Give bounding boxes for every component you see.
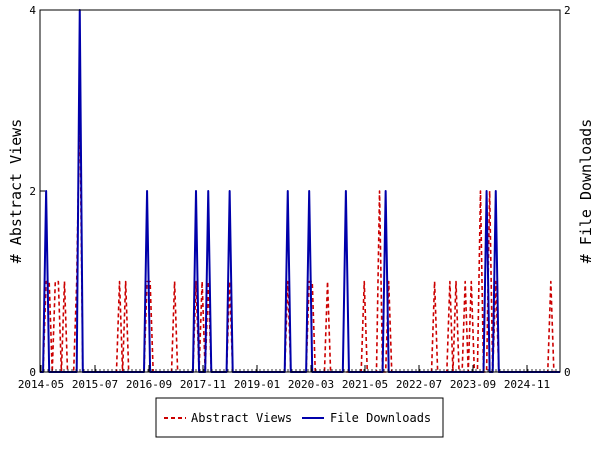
legend-label-file-downloads: File Downloads bbox=[330, 411, 431, 425]
x-tick-label: 2020-03 bbox=[288, 378, 334, 391]
y-left-axis: 0 2 4 bbox=[29, 4, 45, 379]
legend-label-abstract-views: Abstract Views bbox=[191, 411, 292, 425]
x-tick-label: 2023-09 bbox=[450, 378, 496, 391]
y-right-axis-title: # File Downloads bbox=[577, 119, 595, 264]
y-left-tick-label: 2 bbox=[29, 185, 36, 198]
x-tick-label: 2019-01 bbox=[234, 378, 280, 391]
y-left-tick-label: 0 bbox=[29, 366, 36, 379]
y-left-tick-label: 4 bbox=[29, 4, 36, 17]
y-right-tick-label: 2 bbox=[564, 4, 571, 17]
x-tick-label: 2014-05 bbox=[18, 378, 64, 391]
x-tick-label: 2022-07 bbox=[396, 378, 442, 391]
x-tick-label: 2024-11 bbox=[504, 378, 550, 391]
y-left-axis-title: # Abstract Views bbox=[7, 119, 25, 264]
x-tick-label: 2021-05 bbox=[342, 378, 388, 391]
y-right-axis: 02 bbox=[555, 4, 571, 379]
x-axis: 2014-05 2015-07 2016-09 2017-11 2019-01 2020-… bbox=[18, 365, 550, 391]
x-tick-label: 2016-09 bbox=[126, 378, 172, 391]
legend-box bbox=[155, 397, 444, 438]
x-tick-label: 2017-11 bbox=[180, 378, 226, 391]
legend: Abstract Views File Downloads bbox=[155, 397, 444, 438]
y-right-tick-label: 0 bbox=[564, 366, 571, 379]
x-tick-label: 2015-07 bbox=[72, 378, 118, 391]
